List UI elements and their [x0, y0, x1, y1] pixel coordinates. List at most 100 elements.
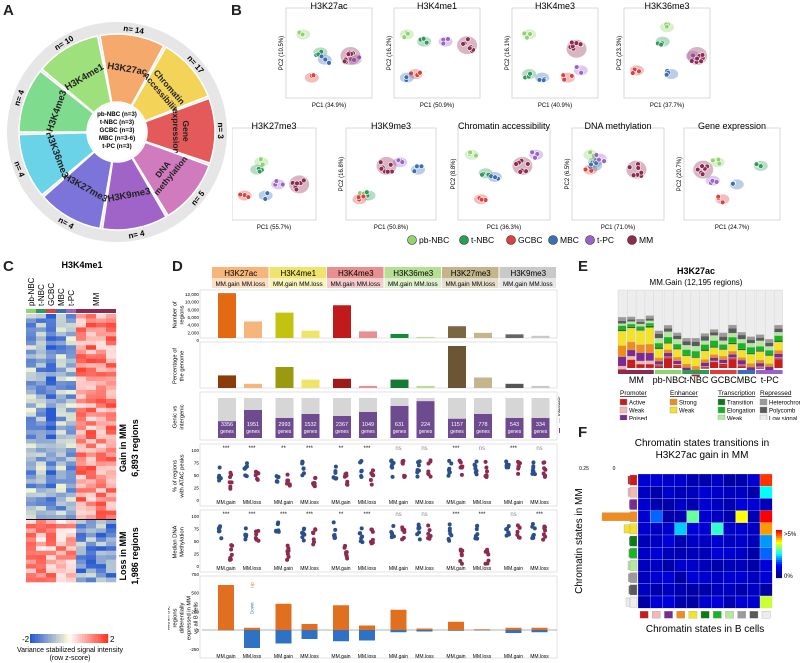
deg-gain-label: MM.gain: [274, 654, 293, 660]
significance-gain: ***: [452, 512, 460, 518]
heatmap-cell: [106, 559, 117, 565]
state-segment: [654, 343, 664, 348]
significance-loss: ***: [363, 512, 371, 518]
state-segment: [617, 345, 627, 357]
heatmap-cell: [86, 430, 97, 435]
scale-step: [776, 550, 782, 553]
heatmap-cell: [76, 465, 87, 471]
heatmap-cell: [26, 564, 37, 569]
heatmap-cell: [66, 376, 77, 382]
genes-word: genes: [393, 429, 407, 435]
heatmap-cell: [66, 515, 77, 520]
dot-point: [369, 471, 374, 476]
segment-n: n= 3: [216, 122, 225, 139]
dot-point: [426, 523, 431, 528]
dot-point: [358, 460, 363, 465]
matrix-cell: [650, 510, 663, 523]
heatmap-cell: [76, 389, 87, 395]
segment-label: Gene: [181, 120, 191, 142]
scale-step: [84, 634, 88, 643]
bar-region-gain: [448, 326, 466, 338]
heatmap-cell: [76, 327, 87, 333]
row-label: differentially: [180, 602, 186, 633]
dot-point: [416, 526, 421, 531]
dot-point: [417, 459, 422, 464]
heatmap-cell: [26, 367, 37, 373]
heatmap-cell: [96, 430, 107, 435]
state-segment: [728, 357, 737, 359]
state-segment: [765, 339, 774, 343]
state-segment: [654, 289, 664, 332]
heatmap-cell: [86, 461, 97, 467]
heatmap-cell: [96, 416, 107, 422]
heatmap-cell: [56, 322, 67, 328]
bar-genome-gain: [333, 378, 351, 388]
state-segment: [755, 351, 765, 361]
matrix-cell: [674, 522, 687, 536]
mm-state-key: [629, 572, 638, 583]
heatmap-cell: [66, 358, 77, 364]
heatmap-cell: [26, 559, 37, 565]
heatmap-cell: [86, 407, 97, 413]
scale-step: [92, 634, 96, 643]
heatmap-cell: [96, 398, 107, 404]
pca-point: [630, 172, 637, 178]
state-segment: [755, 350, 765, 352]
matrix-cell: [723, 522, 736, 536]
scale-step: [102, 634, 106, 643]
heatmap-cell: [26, 322, 37, 328]
heatmap-cell: [36, 564, 47, 569]
heatmap-title: H3K4me1: [61, 260, 102, 270]
pca-point: [465, 36, 471, 42]
dot-point: [532, 472, 537, 477]
state-segment: [691, 351, 700, 357]
heatmap-cell: [26, 407, 37, 413]
row-label: intergenic: [180, 404, 186, 429]
matrix-cell: [698, 534, 712, 548]
heatmap-cell: [46, 421, 57, 426]
dot-point: [484, 473, 489, 478]
pca-point: [578, 70, 584, 76]
heatmap-cell: [106, 506, 117, 511]
dot-point: [217, 478, 222, 483]
heatmap-cell: [76, 492, 87, 498]
deg-loss-label: MM.loss: [473, 654, 492, 660]
heatmap-cell: [26, 470, 37, 476]
heatmap-cell: [66, 331, 77, 337]
mark-header-label: H3K36me3: [393, 269, 434, 278]
state-segment: [617, 331, 627, 346]
heatmap-cell: [86, 314, 97, 319]
matrix-cell: [759, 498, 773, 511]
heatmap-cell: [46, 528, 57, 534]
heatmap-cell: [56, 336, 67, 342]
scale-step: [105, 634, 109, 643]
heatmap-cell: [36, 523, 47, 529]
state-segment: [654, 365, 664, 367]
matrix-cell: [735, 559, 748, 572]
heatmap-cell: [76, 358, 87, 364]
heatmap-cell: [26, 461, 37, 467]
state-segment: [774, 289, 783, 326]
state-segment: [719, 365, 728, 368]
state-segment: [627, 364, 636, 368]
deg-up-loss: [474, 629, 490, 630]
legend-item: Weak: [679, 409, 695, 415]
dot-point: [228, 486, 233, 491]
bcell-state-key: [676, 611, 685, 619]
legend-item: Weak: [629, 409, 645, 415]
heatmap-cell: [46, 456, 57, 462]
dot-point: [369, 482, 374, 487]
bar-genome-loss: [474, 377, 492, 388]
pca-point: [698, 58, 704, 64]
heatmap-cell: [46, 349, 57, 355]
pca-point: [753, 161, 760, 167]
matrix-cell: [723, 473, 736, 487]
heatmap-cell: [106, 519, 117, 525]
state-segment: [728, 344, 737, 352]
heatmap-cell: [56, 443, 67, 449]
heatmap-cell: [46, 331, 57, 337]
pca-point: [345, 51, 352, 57]
heatmap-cell: [66, 367, 77, 373]
bar-genic: [333, 416, 351, 438]
heatmap-cell: [76, 443, 87, 449]
